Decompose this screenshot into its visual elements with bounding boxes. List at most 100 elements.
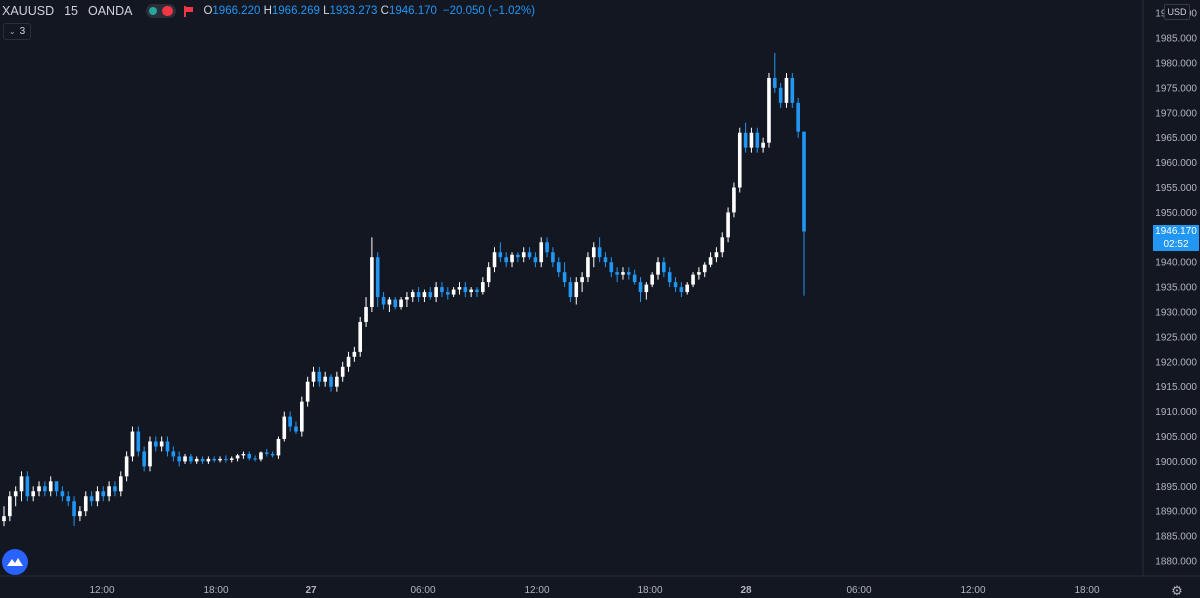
candle [282, 411, 287, 442]
price-tick-label: 1985.000 [1155, 34, 1197, 45]
candle-body [183, 456, 187, 462]
candle-body [662, 262, 666, 273]
candle [440, 282, 444, 298]
candle [375, 252, 380, 308]
candle-body [767, 77, 771, 143]
candle [708, 252, 713, 268]
candle [19, 471, 24, 502]
chevron-down-icon: ⌄ [8, 27, 16, 36]
indicators-toggle-button[interactable]: ⌄ 3 [3, 23, 31, 40]
candle [194, 456, 199, 464]
price-tick-label: 1905.000 [1155, 432, 1197, 443]
price-tick-label: 1890.000 [1155, 507, 1197, 518]
candle [749, 127, 754, 153]
candle-body [159, 441, 164, 447]
candle [247, 451, 252, 461]
low-value: 1933.273 [329, 5, 378, 17]
tradingview-logo-icon[interactable] [2, 549, 28, 575]
symbol-name[interactable]: XAUUSD [2, 4, 55, 18]
price-tick-label: 1935.000 [1155, 283, 1197, 294]
candle [732, 182, 736, 218]
candle [586, 252, 590, 283]
candle [317, 366, 322, 387]
candle-body [189, 456, 193, 462]
candle-body [370, 257, 374, 308]
time-tick-label: 06:00 [846, 585, 871, 596]
time-tick-label: 06:00 [410, 585, 435, 596]
candle-body [772, 77, 777, 88]
candle-body [586, 257, 590, 278]
candle [294, 421, 298, 435]
candle [574, 277, 579, 305]
flag-icon[interactable] [184, 5, 194, 17]
candle [346, 351, 351, 372]
price-tick-label: 1975.000 [1155, 83, 1197, 94]
candle [72, 496, 76, 527]
price-axis[interactable] [1143, 0, 1200, 598]
candle [89, 491, 94, 507]
symbol-header: XAUUSD 15 OANDA O1966.220 H1966.269 L193… [0, 0, 535, 22]
candle [154, 436, 158, 452]
candle [276, 436, 281, 459]
time-tick-label: 28 [740, 585, 752, 596]
candle-body [335, 376, 339, 387]
candle-body [790, 77, 795, 103]
candle [481, 277, 485, 295]
candle [521, 247, 526, 263]
candle [48, 476, 53, 497]
candle-body [527, 252, 532, 258]
candle [83, 491, 88, 517]
candle [410, 289, 415, 303]
candle-body [591, 247, 596, 258]
candle-body [481, 282, 485, 293]
currency-button[interactable]: USD [1164, 4, 1190, 20]
candle-body [13, 491, 18, 497]
candle [527, 247, 532, 260]
candle [662, 257, 666, 278]
candle-body [2, 516, 6, 522]
candle-body [142, 451, 146, 467]
market-status-icon[interactable] [146, 4, 177, 18]
candle-body [253, 458, 257, 460]
candle [37, 481, 41, 497]
candle-body [539, 242, 544, 263]
candle [580, 272, 584, 293]
candle-body [136, 431, 141, 452]
candle [486, 262, 491, 288]
candle-body [498, 252, 503, 258]
price-tick-label: 1885.000 [1155, 532, 1197, 543]
candle [726, 207, 730, 243]
gear-icon[interactable]: ⚙ [1171, 582, 1183, 598]
candle [78, 506, 82, 522]
candle [755, 127, 760, 153]
candle-body [551, 252, 555, 263]
candle [130, 426, 135, 462]
candle [101, 486, 106, 502]
ohlc-values: O1966.220 H1966.269 L1933.273 C1946.170 [203, 5, 437, 17]
candle-body [679, 287, 684, 293]
candle [562, 262, 567, 288]
candle [364, 297, 368, 327]
candle [218, 456, 222, 463]
candle [632, 269, 637, 285]
candle [8, 491, 12, 522]
price-tick-label: 1980.000 [1155, 59, 1197, 70]
candle-body [118, 476, 123, 492]
candle [568, 277, 573, 303]
candle-body [457, 287, 462, 290]
broker-label: OANDA [88, 4, 133, 18]
interval-label[interactable]: 15 [64, 4, 78, 18]
candle [597, 237, 602, 263]
candle-body [340, 366, 345, 377]
candle [311, 366, 316, 387]
candle-body [235, 455, 240, 459]
candle-body [78, 511, 82, 517]
candle [264, 448, 269, 457]
indicators-count: 3 [19, 26, 26, 37]
candle-body [440, 287, 444, 293]
candle [691, 272, 695, 288]
candle-body [288, 416, 292, 427]
candle [113, 481, 117, 497]
